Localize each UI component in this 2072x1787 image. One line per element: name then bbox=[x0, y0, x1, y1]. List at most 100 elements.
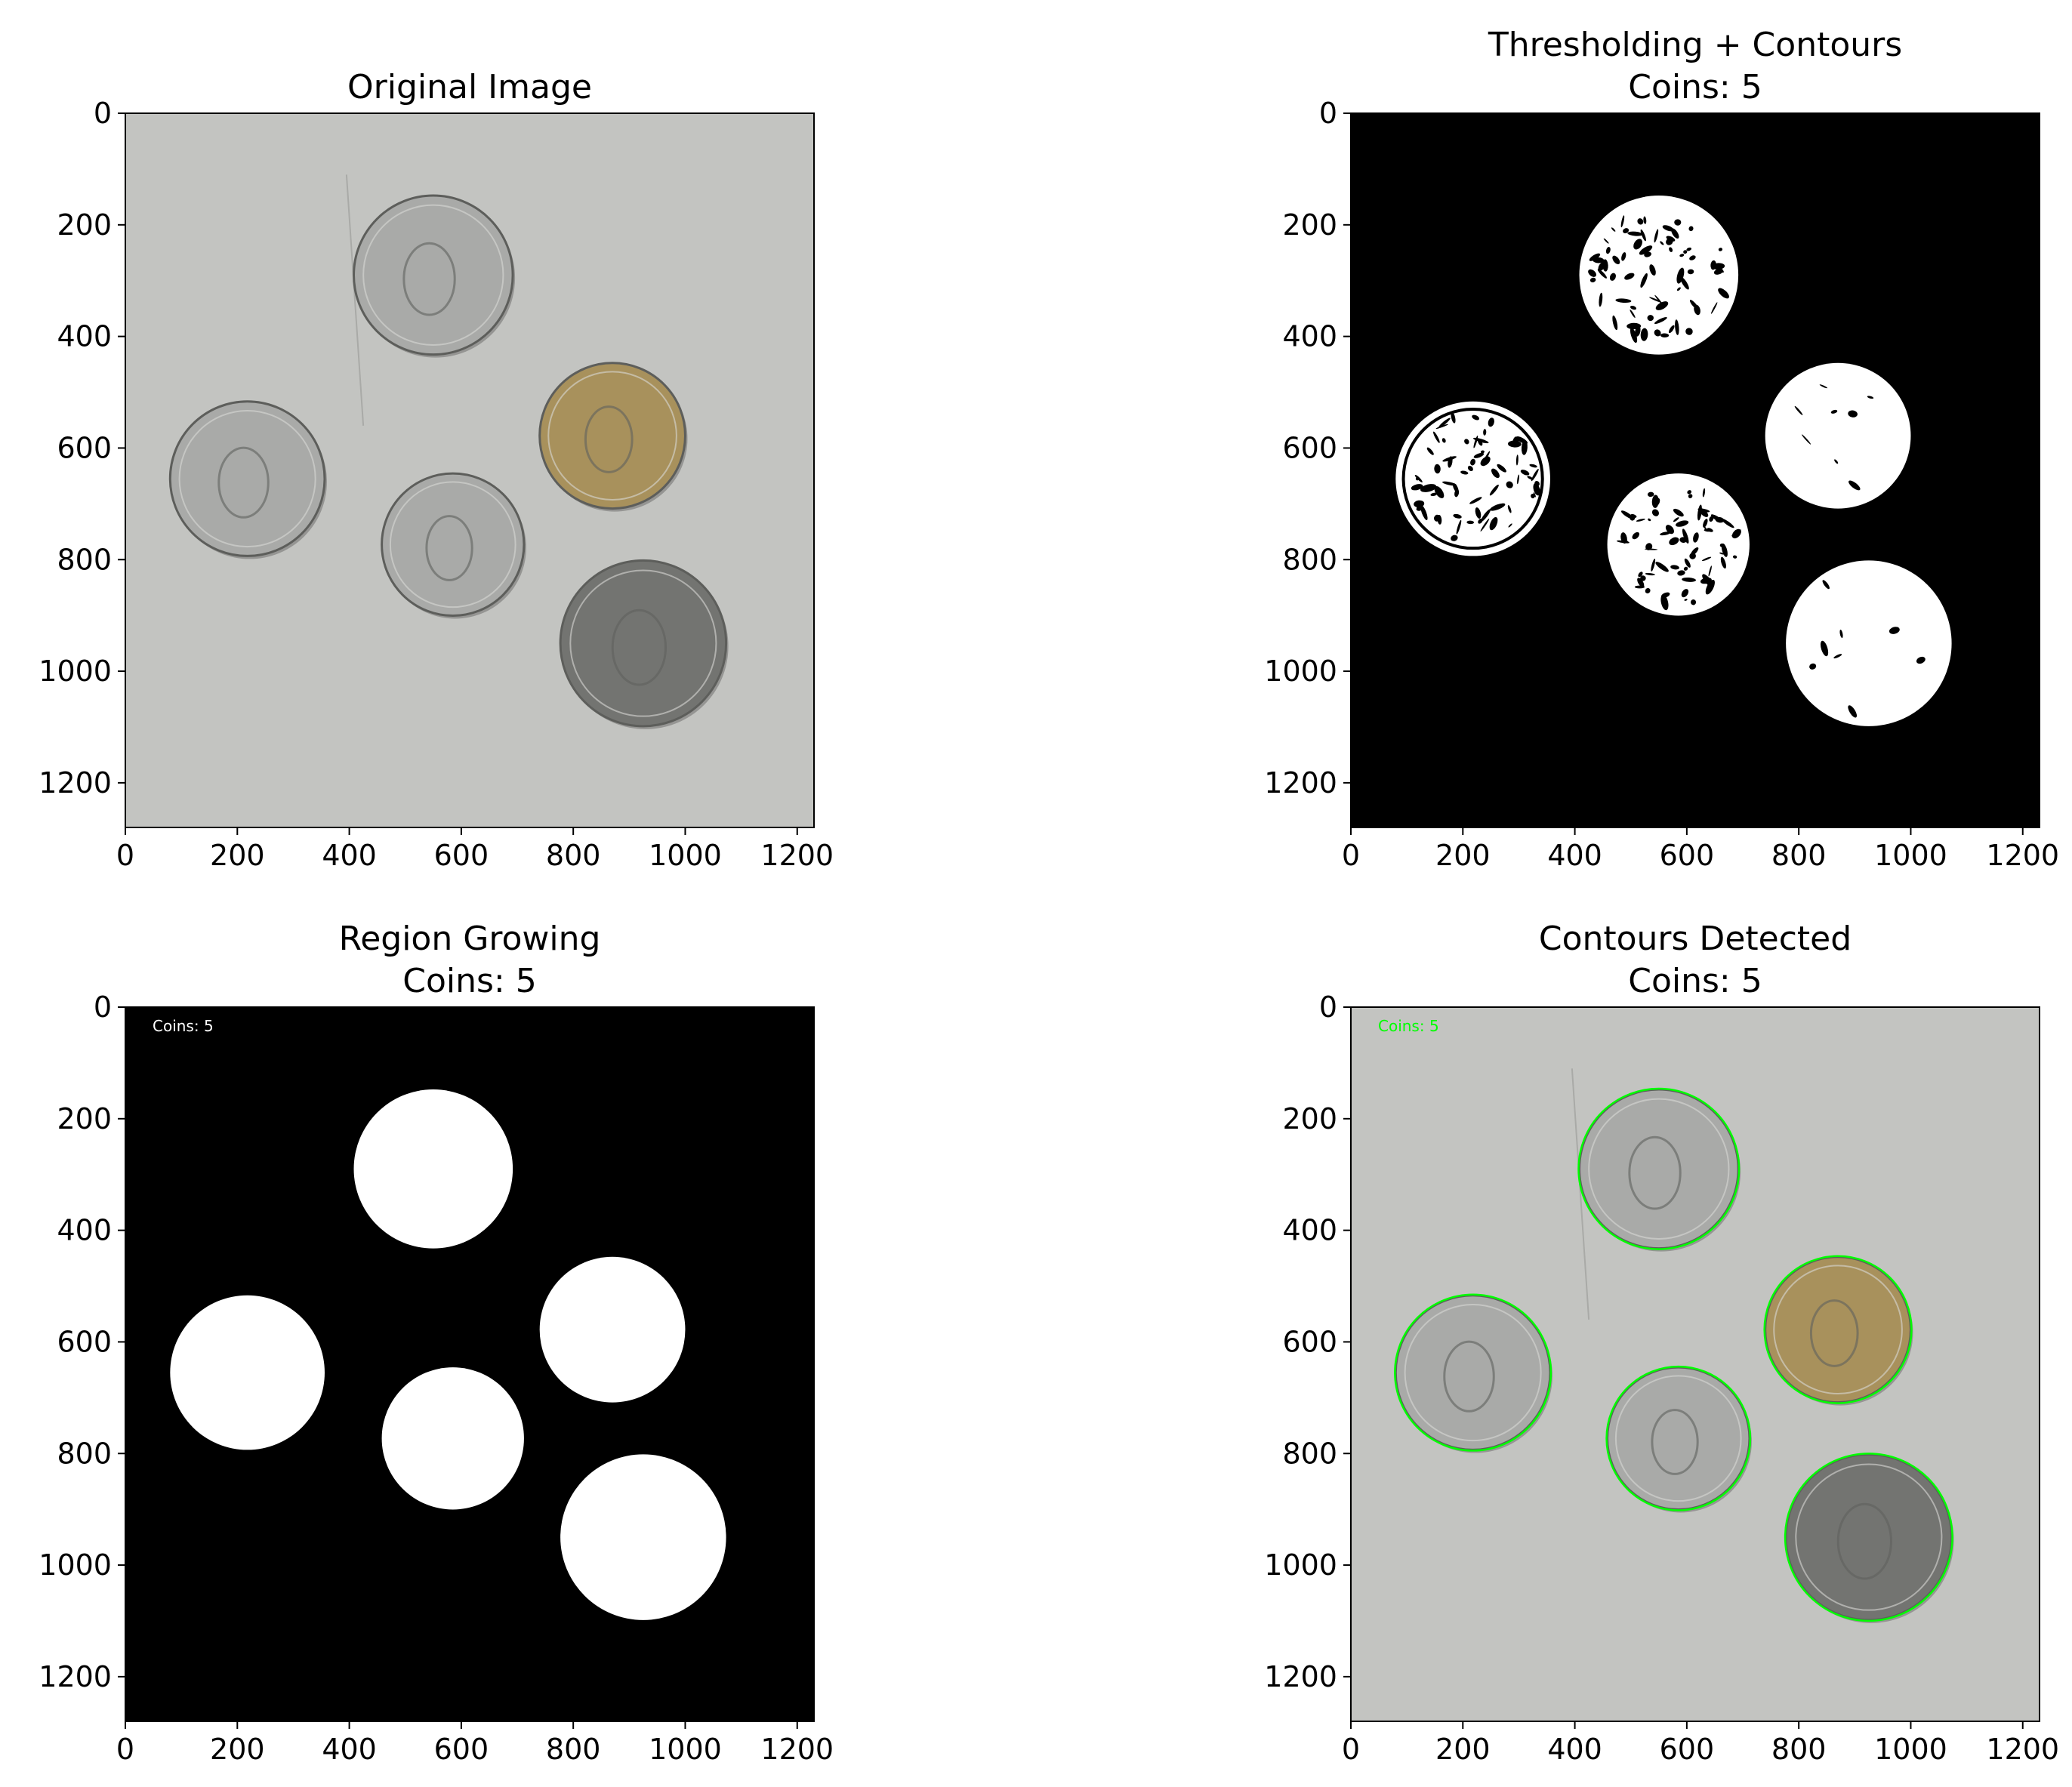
threshold-hole bbox=[1460, 470, 1469, 475]
threshold-hole bbox=[1597, 269, 1607, 279]
y-tick-label: 1000 bbox=[39, 655, 112, 688]
coin-rim bbox=[389, 481, 516, 609]
y-tick-label: 200 bbox=[57, 1102, 112, 1135]
coin-face bbox=[1764, 1256, 1912, 1404]
x-tick-label: 600 bbox=[434, 839, 489, 872]
coin-4 bbox=[1605, 1365, 1752, 1513]
coin-rim bbox=[1404, 1304, 1542, 1442]
threshold-hole bbox=[1609, 273, 1616, 281]
threshold-hole bbox=[1684, 599, 1688, 601]
threshold-hole bbox=[1682, 577, 1697, 582]
x-tick-label: 1200 bbox=[760, 839, 834, 872]
coin-3 bbox=[1395, 401, 1550, 556]
threshold-hole bbox=[1680, 276, 1689, 290]
threshold-hole bbox=[1451, 411, 1456, 424]
threshold-hole bbox=[1681, 589, 1689, 598]
threshold-hole bbox=[1456, 519, 1462, 535]
coin-mask bbox=[353, 1089, 513, 1249]
x-tick-label: 1200 bbox=[1986, 1733, 2059, 1766]
coin-face bbox=[1606, 1366, 1751, 1511]
threshold-hole bbox=[1719, 543, 1725, 547]
coin-threshold bbox=[1607, 473, 1750, 616]
threshold-hole bbox=[1521, 439, 1528, 455]
threshold-hole bbox=[1588, 269, 1596, 277]
threshold-hole bbox=[1707, 528, 1713, 532]
threshold-hole bbox=[1669, 247, 1673, 252]
threshold-hole bbox=[1453, 483, 1459, 493]
threshold-hole bbox=[1684, 558, 1691, 568]
threshold-hole bbox=[1529, 464, 1537, 468]
x-tick-label: 0 bbox=[1342, 839, 1360, 872]
threshold-hole bbox=[1822, 580, 1830, 590]
threshold-hole bbox=[1517, 474, 1519, 485]
surface-scratch bbox=[1571, 1068, 1590, 1320]
coin-face bbox=[538, 362, 686, 510]
overlay-coin-count: Coins: 5 bbox=[153, 1017, 214, 1035]
threshold-hole bbox=[1702, 488, 1706, 498]
coin-5 bbox=[1786, 560, 1952, 726]
y-tick-label: 400 bbox=[1282, 320, 1337, 353]
y-tick-label: 0 bbox=[1319, 991, 1337, 1024]
axes-frame bbox=[1350, 112, 2040, 828]
threshold-hole bbox=[1637, 218, 1644, 225]
coin-1 bbox=[1579, 196, 1739, 355]
threshold-hole bbox=[1506, 481, 1513, 488]
coin-2 bbox=[538, 362, 688, 512]
threshold-hole bbox=[1508, 523, 1512, 528]
coin-face bbox=[1394, 1294, 1552, 1451]
threshold-hole bbox=[1430, 492, 1438, 497]
threshold-hole bbox=[1472, 414, 1480, 421]
coin-contour bbox=[1784, 1453, 1953, 1622]
coin-emblem bbox=[1443, 1340, 1495, 1413]
overlay-coin-count: Coins: 5 bbox=[1378, 1017, 1439, 1035]
threshold-hole bbox=[1710, 514, 1722, 522]
threshold-hole bbox=[1589, 253, 1601, 261]
threshold-hole bbox=[1699, 508, 1709, 517]
threshold-hole bbox=[1889, 627, 1900, 634]
threshold-hole bbox=[1451, 535, 1458, 541]
x-tick-label: 800 bbox=[546, 839, 601, 872]
threshold-hole bbox=[1676, 287, 1681, 291]
threshold-hole bbox=[1612, 315, 1618, 331]
x-tick-label: 800 bbox=[1771, 1733, 1827, 1766]
threshold-hole bbox=[1589, 277, 1596, 283]
x-tick-label: 0 bbox=[1342, 1733, 1360, 1766]
panel-bottom-left: Coins: 5 0 200 400 600 800 1000 1200 0 200 400 600 8… bbox=[39, 920, 834, 1766]
coin-emblem bbox=[584, 405, 634, 473]
coin-face bbox=[168, 400, 326, 557]
threshold-hole bbox=[1708, 565, 1712, 577]
y-tick-label: 600 bbox=[1282, 431, 1337, 464]
threshold-hole bbox=[1670, 565, 1679, 570]
threshold-hole bbox=[1630, 310, 1636, 319]
y-tick-label: 0 bbox=[94, 97, 112, 130]
coin-2 bbox=[539, 1256, 686, 1403]
y-tick-label: 1200 bbox=[39, 1660, 112, 1693]
x-tick-label: 600 bbox=[434, 1733, 489, 1766]
coin-rim bbox=[362, 204, 504, 346]
threshold-hole bbox=[1687, 490, 1691, 495]
threshold-hole bbox=[1689, 553, 1696, 559]
coin-mask bbox=[560, 1454, 726, 1620]
threshold-hole bbox=[1645, 588, 1651, 593]
threshold-hole bbox=[1691, 599, 1697, 605]
threshold-hole bbox=[1475, 507, 1482, 519]
coin-emblem bbox=[1651, 1409, 1699, 1475]
x-tick-label: 400 bbox=[322, 1733, 377, 1766]
y-tick-label: 1200 bbox=[1264, 1660, 1337, 1693]
x-tick-label: 1000 bbox=[649, 1733, 722, 1766]
threshold-hole bbox=[1621, 539, 1630, 544]
threshold-hole bbox=[1508, 440, 1522, 448]
coin-rim bbox=[178, 410, 316, 548]
threshold-hole bbox=[1490, 503, 1506, 511]
axes-frame bbox=[1350, 1006, 2040, 1722]
threshold-ring bbox=[1401, 407, 1544, 550]
threshold-hole bbox=[1694, 304, 1700, 316]
threshold-hole bbox=[1651, 559, 1656, 572]
y-tick-label: 800 bbox=[1282, 543, 1337, 576]
threshold-hole bbox=[1669, 537, 1679, 546]
x-tick-label: 200 bbox=[1435, 839, 1491, 872]
image-area bbox=[125, 113, 814, 827]
threshold-hole bbox=[1721, 518, 1734, 528]
threshold-hole bbox=[1497, 464, 1506, 473]
